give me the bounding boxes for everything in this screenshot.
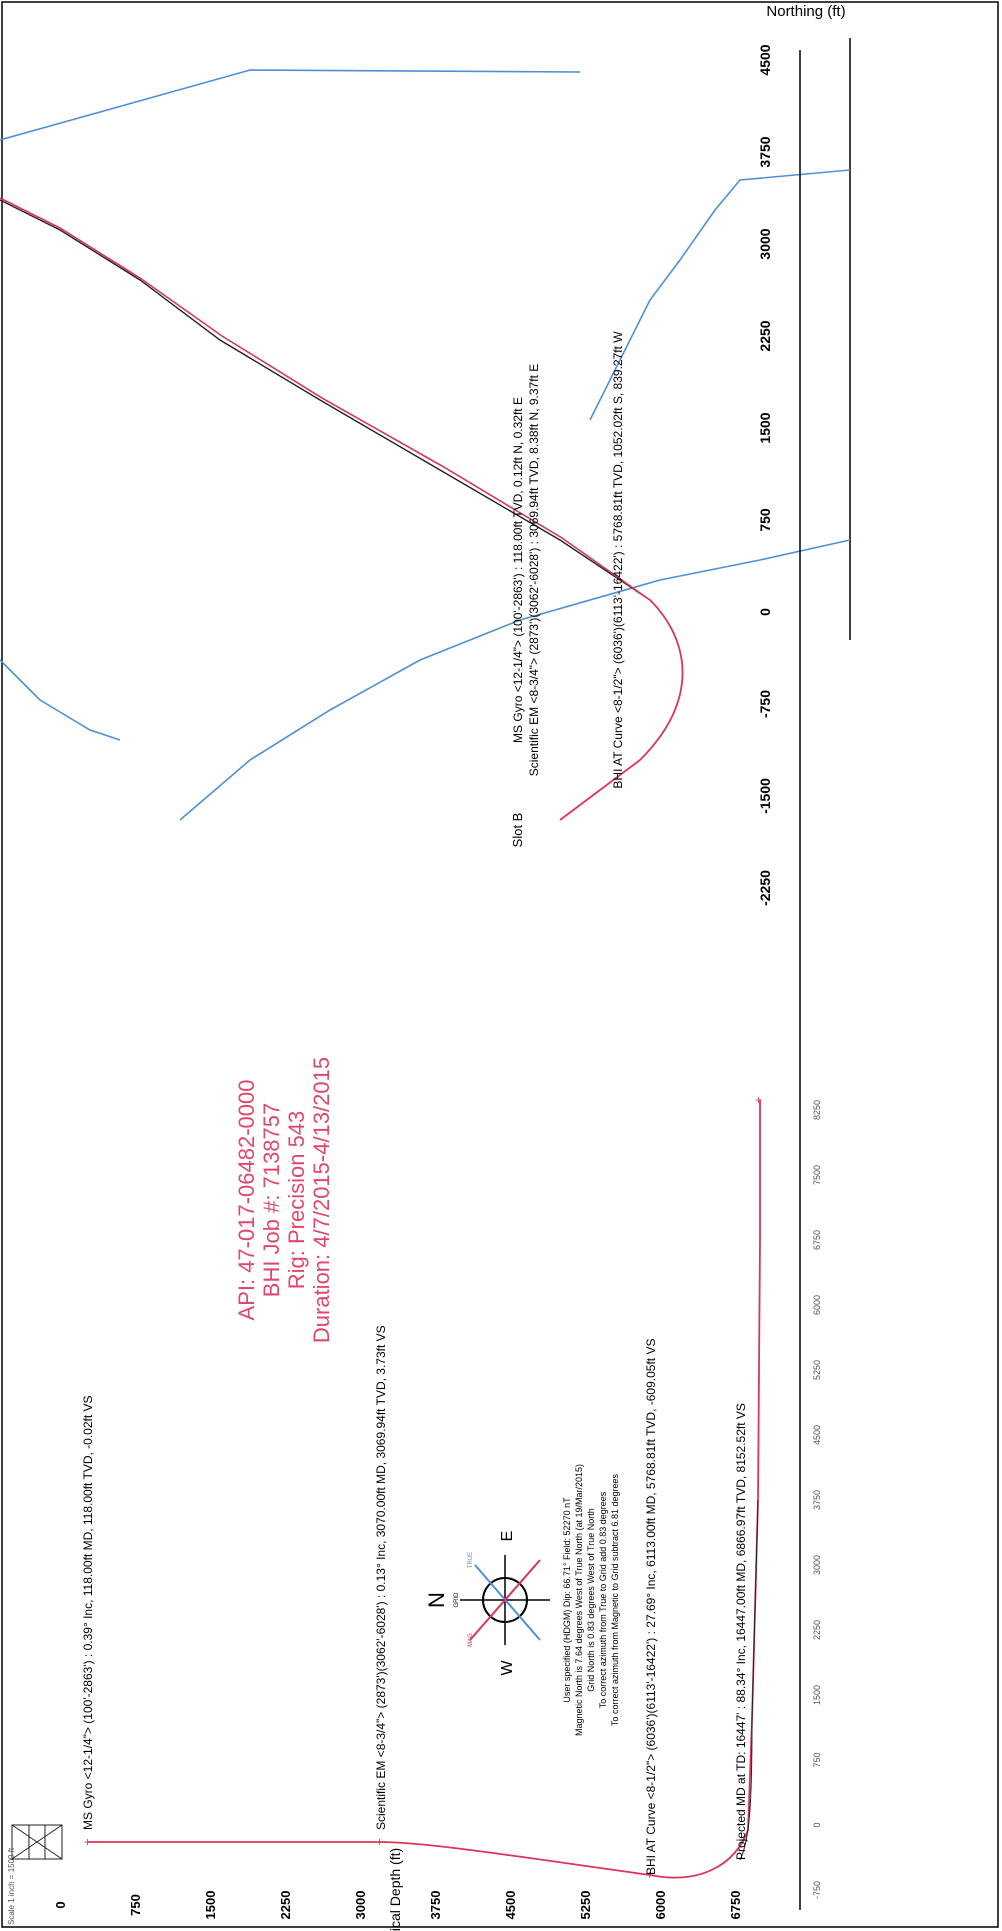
tvd-tick-label: 6000 <box>653 1891 668 1920</box>
plan-annotation: BHI AT Curve <8-1/2"> (6036')(6113'-1642… <box>611 331 625 789</box>
plan-boundary-line <box>0 69 581 141</box>
compass-rose-icon: N W E GRID MAG TRUE <box>424 1531 550 1676</box>
station-marker: + <box>646 1868 653 1882</box>
tvd-axis-title: True Vertical Depth (ft) <box>387 1848 403 1931</box>
compass-n: N <box>424 1592 449 1608</box>
plan-tick-label: -2250 <box>757 870 773 906</box>
compass-e: E <box>499 1531 516 1542</box>
well-info: API: 47-017-06482-0000 BHI Job #: 713875… <box>234 1057 334 1343</box>
slot-label: Slot B <box>510 813 525 848</box>
plan-tick-label: -1500 <box>757 778 773 814</box>
scale-note: Scale 1 inch = 1500 ft <box>7 1847 16 1925</box>
api-label: API: 47-017-06482-0000 <box>234 1080 259 1321</box>
tvd-tick-label: 3750 <box>428 1891 443 1920</box>
vs-well-path <box>88 1100 761 1879</box>
tvd-tick-label: 3000 <box>353 1891 368 1920</box>
tvd-ticks: 0 750 1500 2250 3000 3750 4500 5250 6000… <box>53 1891 743 1920</box>
rig-derrick-icon <box>11 1824 63 1860</box>
vs-annotation: Projected MD at TD: 16447' : 88.34° Inc,… <box>734 1403 748 1860</box>
magnetic-note: User specified (HDGM) Dip: 66.71° Field:… <box>562 1464 620 1736</box>
vs-tick-label: 6000 <box>812 1295 822 1315</box>
plan-tick-label: 2250 <box>757 320 773 351</box>
vs-annotation: MS Gyro <12-1/4"> (100'-2863') : 0.39° I… <box>81 1395 95 1830</box>
plan-axis-title: Northing (ft) <box>766 3 845 20</box>
vs-tick-label: 1500 <box>812 1685 822 1705</box>
plan-tick-label: 3750 <box>757 136 773 167</box>
tvd-tick-label: 6750 <box>728 1891 743 1920</box>
plan-boundary-line <box>179 539 851 821</box>
station-marker: + <box>376 1835 383 1849</box>
mag-note-line: To correct azimuth from True to Grid add… <box>598 1491 608 1708</box>
vs-tick-label: 6750 <box>812 1230 822 1250</box>
vs-well-path-dark <box>739 1499 759 1861</box>
mag-note-line: Grid North is 0.83 degrees West of True … <box>586 1508 596 1691</box>
tvd-tick-label: 0 <box>53 1901 68 1908</box>
rig-label: Rig: Precision 543 <box>284 1111 309 1290</box>
vs-tick-label: 2250 <box>812 1620 822 1640</box>
vs-tick-label: 4500 <box>812 1425 822 1445</box>
tvd-tick-label: 750 <box>128 1894 143 1916</box>
job-label: BHI Job #: 7138757 <box>259 1103 284 1297</box>
plan-annotation: Scientific EM <8-3/4"> (2873')(3062'-602… <box>527 364 541 776</box>
vs-tick-label: 750 <box>812 1752 822 1767</box>
compass-w: W <box>499 1660 516 1676</box>
vs-tick-label: 5250 <box>812 1360 822 1380</box>
tvd-tick-label: 1500 <box>203 1891 218 1920</box>
station-marker: + <box>755 1093 762 1107</box>
plan-boundary-line <box>589 169 851 421</box>
tvd-tick-label: 4500 <box>503 1891 518 1920</box>
vs-ticks: -750 0 750 1500 2250 3000 3750 4500 5250… <box>812 1100 822 1899</box>
vs-tick-label: 3000 <box>812 1555 822 1575</box>
mag-note-line: User specified (HDGM) Dip: 66.71° Field:… <box>562 1497 572 1703</box>
vs-annotation: Scientific EM <8-3/4"> (2873')(3062'-602… <box>374 1325 388 1830</box>
plan-tick-label: 3000 <box>757 228 773 259</box>
compass-mag: MAG <box>468 1633 474 1647</box>
vertical-section: 0 750 1500 2250 3000 3750 4500 5250 6000… <box>7 50 822 1931</box>
vs-tick-label: 3750 <box>812 1490 822 1510</box>
plan-tick-label: 4500 <box>757 44 773 75</box>
vs-tick-label: 8250 <box>812 1100 822 1120</box>
vs-annotation: BHI AT Curve <8-1/2"> (6036')(6113'-1642… <box>644 1339 658 1875</box>
compass-grid: GRID <box>454 1592 460 1608</box>
plan-tick-label: 1500 <box>757 412 773 443</box>
plan-tick-label: 0 <box>757 608 773 616</box>
plan-tick-label: -750 <box>757 690 773 718</box>
vs-tick-label: 0 <box>812 1822 822 1827</box>
plan-well-curve <box>559 599 684 821</box>
plan-well-path <box>0 197 651 601</box>
plan-boundary-line <box>0 659 121 741</box>
tvd-tick-label: 5250 <box>578 1891 593 1920</box>
plan-tick-label: 750 <box>757 508 773 532</box>
station-marker: + <box>84 1835 91 1849</box>
plan-annotation: MS Gyro <12-1/4"> (100'-2863') : 118.00f… <box>511 397 525 743</box>
plan-view: Northing (ft) 4500 3750 3000 2250 1500 7… <box>0 3 851 1343</box>
plan-well-path <box>0 199 651 601</box>
mag-note-line: Magnetic North is 7.64 degrees West of T… <box>574 1464 584 1736</box>
plan-ticks: 4500 3750 3000 2250 1500 750 0 -750 -150… <box>757 44 773 906</box>
tvd-tick-label: 2250 <box>278 1891 293 1920</box>
vs-tick-label: 7500 <box>812 1165 822 1185</box>
mag-note-line: To correct azimuth from Magnetic to Grid… <box>610 1473 620 1726</box>
compass-true: TRUE <box>468 1552 474 1568</box>
duration-label: Duration: 4/7/2015-4/13/2015 <box>309 1057 334 1343</box>
vs-tick-label: -750 <box>812 1881 822 1899</box>
